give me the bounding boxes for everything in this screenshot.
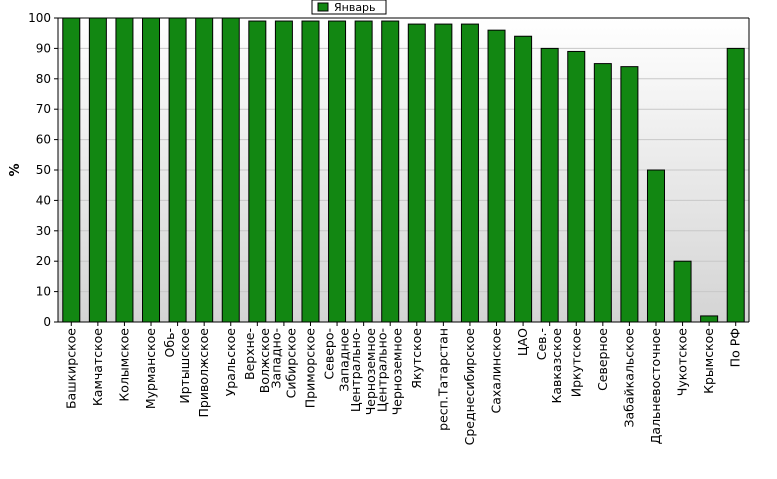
- x-tick-label: Чукотское: [675, 328, 690, 397]
- bar: [62, 17, 81, 323]
- bar: [407, 23, 426, 323]
- x-tick-label: Башкирское: [63, 328, 78, 409]
- bar: [646, 169, 665, 323]
- bar: [381, 20, 400, 323]
- x-tick-label: Северное: [595, 328, 610, 391]
- y-tick-label: 0: [43, 315, 51, 329]
- bar: [274, 20, 293, 323]
- x-tick-label: Мурманское: [143, 328, 158, 409]
- y-tick-label: 60: [36, 133, 51, 147]
- legend-swatch: [317, 2, 329, 12]
- x-tick-label: Центрально-Черноземное: [375, 328, 405, 416]
- legend-label-series-1: Январь: [334, 1, 376, 14]
- bar: [301, 20, 320, 323]
- x-tick-label: Северо-Западное: [322, 328, 352, 392]
- bar: [168, 17, 187, 323]
- x-tick-label: Крымское: [701, 328, 716, 394]
- bar: [567, 50, 586, 323]
- x-tick-label: Сахалинское: [489, 328, 504, 414]
- x-tick-label: Якутское: [409, 328, 424, 389]
- x-tick-label: Иркутское: [568, 328, 583, 398]
- bar: [434, 23, 453, 323]
- legend-box: [311, 0, 387, 15]
- bar: [593, 63, 612, 323]
- y-tick-label: 90: [36, 41, 51, 55]
- bar: [673, 260, 692, 323]
- y-tick-label: 10: [36, 285, 51, 299]
- x-tick-label: ЦАО: [515, 328, 530, 356]
- x-tick-label: Дальневосточное: [648, 328, 663, 445]
- y-tick-label: 100: [28, 11, 51, 25]
- y-tick-label: 80: [36, 72, 51, 86]
- bar: [88, 17, 107, 323]
- x-tick-label: Приморское: [302, 328, 317, 409]
- x-tick-label: респ.Татарстан: [435, 328, 450, 431]
- x-tick-label: Уральское: [223, 328, 238, 397]
- bar: [195, 17, 214, 323]
- y-tick-label: 40: [36, 193, 51, 207]
- bar: [354, 20, 373, 323]
- bar: [540, 47, 559, 323]
- bar: [115, 17, 134, 323]
- x-tick-label: Среднесибирское: [462, 328, 477, 446]
- bar: [514, 35, 533, 323]
- legend: Январь: [311, 0, 387, 15]
- bar: [328, 20, 347, 323]
- bar: [620, 66, 639, 323]
- x-tick-label: Приволжское: [196, 328, 211, 418]
- x-tick-label: Сев.-Кавказское: [534, 328, 564, 404]
- bar: [248, 20, 267, 323]
- x-tick-label: Колымское: [116, 328, 131, 402]
- bar: [142, 17, 161, 323]
- y-tick-label: 20: [36, 254, 51, 268]
- y-tick-label: 70: [36, 102, 51, 116]
- x-tick-label: По РФ: [728, 328, 743, 368]
- bar: [221, 17, 240, 323]
- x-tick-label: Обь-Иртышское: [162, 328, 192, 404]
- x-tick-label: Верхне-Волжское: [242, 328, 272, 394]
- y-tick-label: 30: [36, 224, 51, 238]
- x-tick-label: Западно-Сибирское: [268, 328, 298, 399]
- x-tick-label: Камчатское: [90, 328, 105, 406]
- bar: [726, 47, 745, 323]
- bar: [700, 315, 719, 323]
- bar: [487, 29, 506, 323]
- y-tick-label: 50: [36, 163, 51, 177]
- y-axis-title: %: [8, 163, 23, 176]
- bar: [460, 23, 479, 323]
- x-tick-label: Забайкальское: [621, 328, 636, 428]
- x-tick-label: Центрально-Черноземное: [348, 328, 378, 416]
